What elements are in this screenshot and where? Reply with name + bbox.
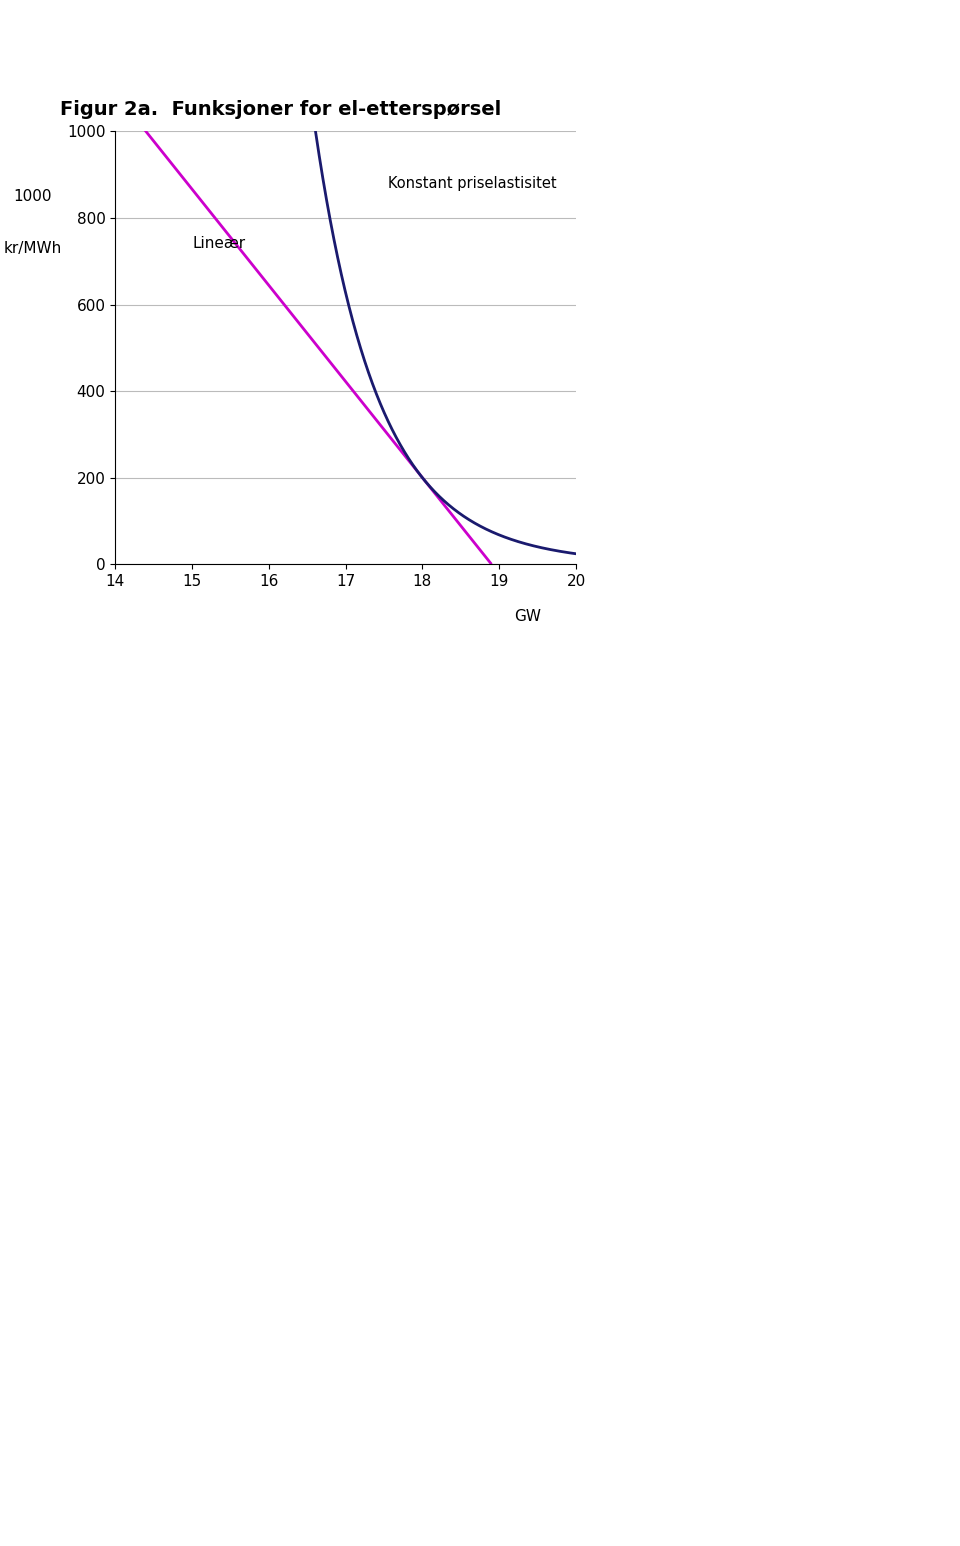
Text: Figur 2a.  Funksjoner for el-etterspørsel: Figur 2a. Funksjoner for el-etterspørsel [60, 100, 501, 119]
Text: Lineær: Lineær [192, 237, 245, 252]
Text: GW: GW [515, 609, 541, 623]
Text: 1000: 1000 [13, 189, 52, 204]
Text: kr/MWh: kr/MWh [3, 241, 61, 255]
Text: Konstant priselastisitet: Konstant priselastisitet [388, 176, 557, 190]
